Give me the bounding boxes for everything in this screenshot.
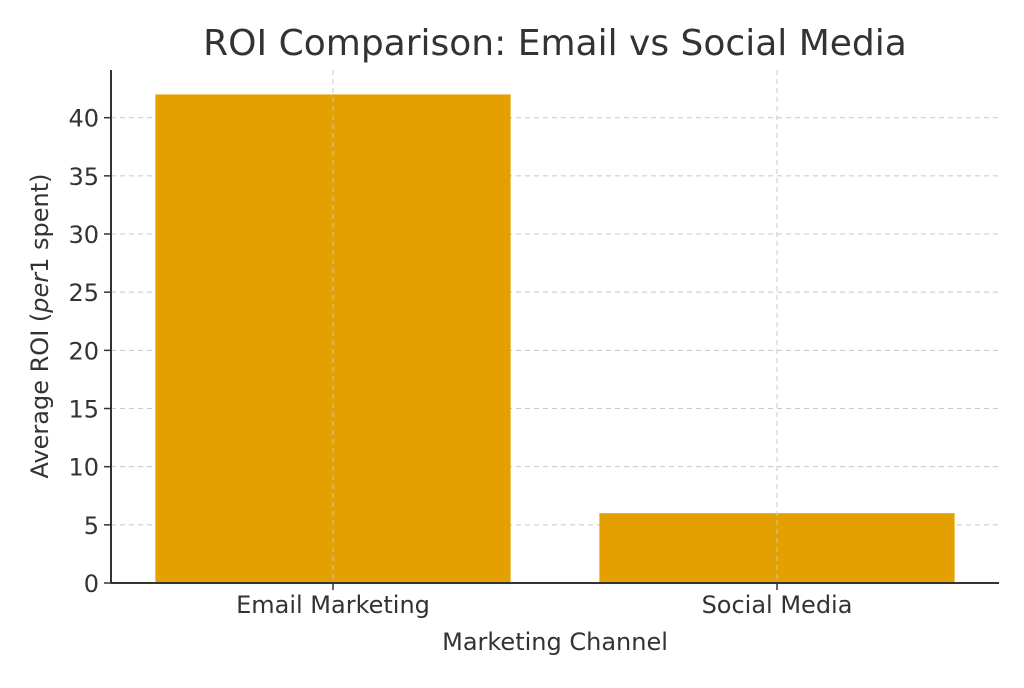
x-tick-label: Social Media xyxy=(702,591,853,619)
y-tick-label: 10 xyxy=(68,454,99,482)
y-axis-label-math: per xyxy=(26,271,54,314)
y-axis-label-suffix: 1 spent) xyxy=(26,173,54,272)
y-tick-label: 25 xyxy=(68,279,99,307)
bars xyxy=(155,94,955,583)
y-tick-label: 35 xyxy=(68,163,99,191)
bar xyxy=(155,94,511,583)
y-tick-label: 30 xyxy=(68,221,99,249)
y-tick-label: 20 xyxy=(68,337,99,365)
axes xyxy=(110,70,999,584)
y-axis-label-prefix: Average ROI ( xyxy=(26,313,54,479)
chart-title: ROI Comparison: Email vs Social Media xyxy=(203,23,907,64)
x-axis-label: Marketing Channel xyxy=(442,628,668,656)
x-tick-label: Email Marketing xyxy=(236,591,430,619)
y-tick-label: 0 xyxy=(84,570,99,598)
x-ticks: Email Marketing Social Media xyxy=(236,583,852,619)
y-tick-label: 5 xyxy=(84,512,99,540)
y-ticks: 0 5 10 15 20 25 30 35 40 xyxy=(68,105,111,598)
y-tick-label: 15 xyxy=(68,396,99,424)
y-tick-label: 40 xyxy=(68,105,99,133)
y-axis-label: Average ROI (per1 spent) xyxy=(26,173,54,478)
